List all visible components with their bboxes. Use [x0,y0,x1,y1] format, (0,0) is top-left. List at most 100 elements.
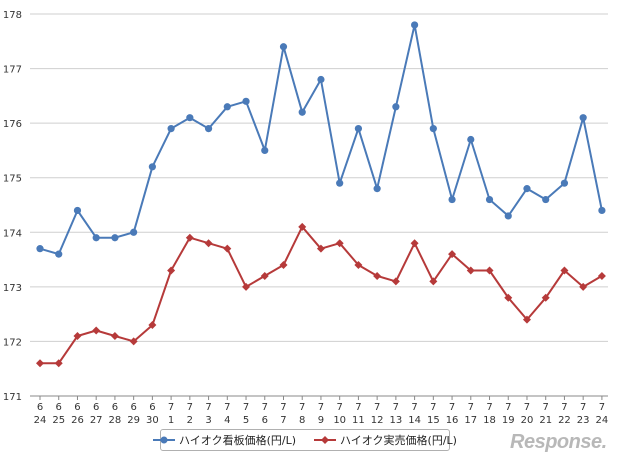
data-point [411,21,419,29]
x-tick-month: 7 [168,402,174,413]
x-tick-month: 7 [187,402,193,413]
x-tick-month: 7 [524,402,530,413]
data-point [148,163,156,171]
x-tick-day: 24 [34,415,47,426]
x-tick-day: 19 [502,415,515,426]
x-tick-day: 20 [521,415,534,426]
x-tick-month: 7 [243,402,249,413]
x-tick-day: 25 [52,415,65,426]
data-point [448,195,456,204]
data-point [92,234,100,242]
data-point [410,239,419,248]
x-tick-day: 29 [127,415,140,426]
x-tick-month: 7 [411,402,417,413]
data-point [542,195,550,204]
x-tick-month: 7 [468,402,474,413]
y-axis-ticks: 171 172 173 174 175 176 177 178 [3,10,22,403]
legend-item-signboard: ハイオク看板価格(円/L) [153,432,296,448]
y-tick-label: 174 [3,228,22,239]
x-tick-month: 7 [599,402,605,413]
x-tick-day: 4 [224,415,230,426]
data-point [485,266,494,275]
data-point [523,185,531,193]
legend-item-actual: ハイオク実売価格(円/L) [314,432,457,448]
x-tick-month: 7 [205,402,211,413]
data-point [316,244,325,253]
y-tick-label: 177 [3,65,22,76]
x-tick-month: 7 [318,402,324,413]
y-tick-label: 171 [3,392,22,403]
x-tick-month: 7 [393,402,399,413]
data-point [391,277,400,286]
x-tick-month: 6 [112,402,118,413]
x-tick-day: 24 [596,415,609,426]
data-point [373,271,382,280]
data-point [130,228,138,236]
data-point [55,250,63,258]
data-point [204,239,213,248]
x-tick-month: 7 [561,402,567,413]
y-tick-label: 176 [3,119,22,130]
legend: ハイオク看板価格(円/L) ハイオク実売価格(円/L) [153,429,457,451]
grid-lines [30,13,608,397]
data-point [279,261,288,270]
data-point [504,212,512,220]
x-tick-day: 10 [333,415,346,426]
x-tick-day: 26 [71,415,84,426]
data-point [597,271,606,280]
data-point [36,245,44,253]
data-point [317,75,325,84]
x-tick-month: 7 [355,402,361,413]
data-point [223,244,232,253]
data-point [579,114,587,122]
x-tick-month: 7 [543,402,549,413]
data-point [223,103,231,111]
x-tick-day: 12 [371,415,384,426]
x-tick-day: 2 [187,415,193,426]
data-point [92,326,101,335]
x-tick-month: 7 [486,402,492,413]
y-tick-label: 173 [3,283,22,294]
x-tick-day: 22 [558,415,571,426]
data-point [336,179,344,187]
data-point [522,315,531,324]
data-point [541,293,550,302]
legend-circle-marker-icon [153,436,176,444]
x-tick-day: 11 [352,415,365,426]
data-point [598,206,606,215]
data-point [485,195,494,204]
x-tick-day: 27 [90,415,103,426]
data-point [298,222,307,231]
legend-label-actual: ハイオク実売価格(円/L) [340,434,457,447]
data-point [392,103,400,111]
x-tick-day: 9 [318,415,324,426]
x-tick-month: 6 [56,402,62,413]
data-point [54,359,63,368]
data-point [186,114,194,122]
data-point [129,337,138,346]
y-tick-label: 175 [3,174,22,185]
x-tick-day: 21 [539,415,552,426]
data-point [73,206,82,215]
data-point [560,179,569,187]
data-point [167,125,175,133]
x-tick-day: 5 [243,415,249,426]
data-point [504,293,513,302]
series-layer [36,21,606,368]
data-point [242,97,250,105]
x-tick-month: 7 [262,402,268,413]
x-tick-day: 15 [427,415,440,426]
x-tick-month: 6 [130,402,136,413]
data-point [185,233,194,242]
series-line-0 [39,23,603,256]
x-tick-day: 3 [205,415,211,426]
data-point [448,250,457,259]
data-point [36,359,44,368]
y-tick-label: 172 [3,337,22,348]
x-tick-day: 30 [146,415,159,426]
x-tick-day: 13 [390,415,403,426]
data-point [111,234,119,242]
x-tick-month: 7 [449,402,455,413]
x-tick-day: 16 [446,415,459,426]
